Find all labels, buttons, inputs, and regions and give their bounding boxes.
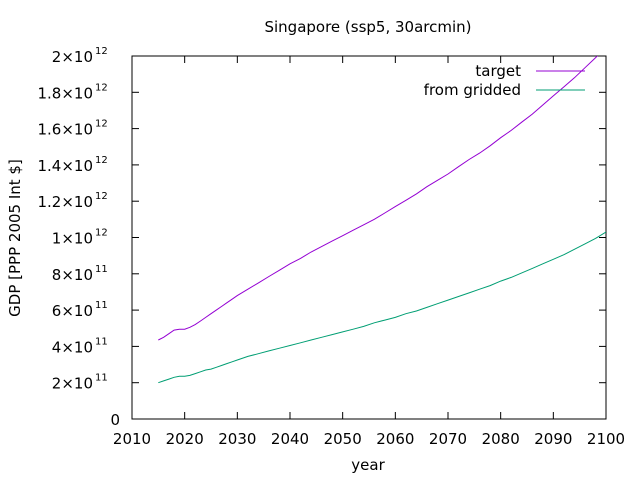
chart-title: Singapore (ssp5, 30arcmin) — [264, 18, 471, 36]
plot-frame — [131, 55, 607, 420]
series-line-from-gridded — [158, 231, 606, 384]
y-tick-exponent: 12 — [95, 82, 108, 93]
legend-label: from gridded — [424, 81, 521, 99]
x-tick-label: 2080 — [482, 430, 520, 448]
y-tick-exponent: 12 — [95, 228, 108, 239]
y-tick-exponent: 11 — [95, 264, 108, 275]
series-line-target — [158, 56, 598, 341]
y-tick-exponent: 12 — [95, 119, 108, 130]
plot-border — [131, 55, 607, 420]
legend-label: target — [475, 62, 521, 80]
y-tick-exponent: 12 — [95, 191, 108, 202]
y-tick-exponent: 12 — [95, 155, 108, 166]
x-tick-label: 2030 — [218, 430, 256, 448]
y-tick-label: 1.2×10 — [37, 193, 93, 211]
series-lines — [158, 56, 606, 384]
y-axis-ticks: 02×10 114×10 116×10 118×10 111×10 121.2×10 121… — [37, 46, 606, 429]
y-tick-label: 1.6×10 — [37, 121, 93, 139]
y-tick-exponent: 12 — [95, 46, 108, 57]
x-tick-label: 2090 — [534, 430, 572, 448]
y-tick-label: 1.4×10 — [37, 157, 93, 175]
y-tick-exponent: 11 — [95, 373, 108, 384]
x-tick-label: 2010 — [113, 430, 151, 448]
y-tick-label: 8×10 — [52, 266, 93, 284]
x-tick-label: 2050 — [324, 430, 362, 448]
y-tick-label: 1.8×10 — [37, 84, 93, 102]
x-tick-label: 2020 — [166, 430, 204, 448]
x-tick-label: 2040 — [271, 430, 309, 448]
x-tick-label: 2100 — [587, 430, 625, 448]
y-tick-label: 2×10 — [52, 48, 93, 66]
y-tick-label: 4×10 — [52, 338, 93, 356]
x-tick-label: 2070 — [429, 430, 467, 448]
y-tick-exponent: 11 — [95, 300, 108, 311]
y-tick-label: 0 — [110, 411, 120, 429]
y-axis-label: GDP [PPP 2005 Int $] — [6, 159, 24, 317]
y-tick-exponent: 11 — [95, 336, 108, 347]
y-tick-label: 1×10 — [52, 230, 93, 248]
y-tick-label: 2×10 — [52, 375, 93, 393]
x-axis-ticks: 2010 2020 2030 2040 2050 2060 2070 2080 2090 2100 — [113, 56, 625, 448]
x-axis-label: year — [351, 456, 385, 474]
y-tick-label: 6×10 — [52, 302, 93, 320]
x-tick-label: 2060 — [376, 430, 414, 448]
